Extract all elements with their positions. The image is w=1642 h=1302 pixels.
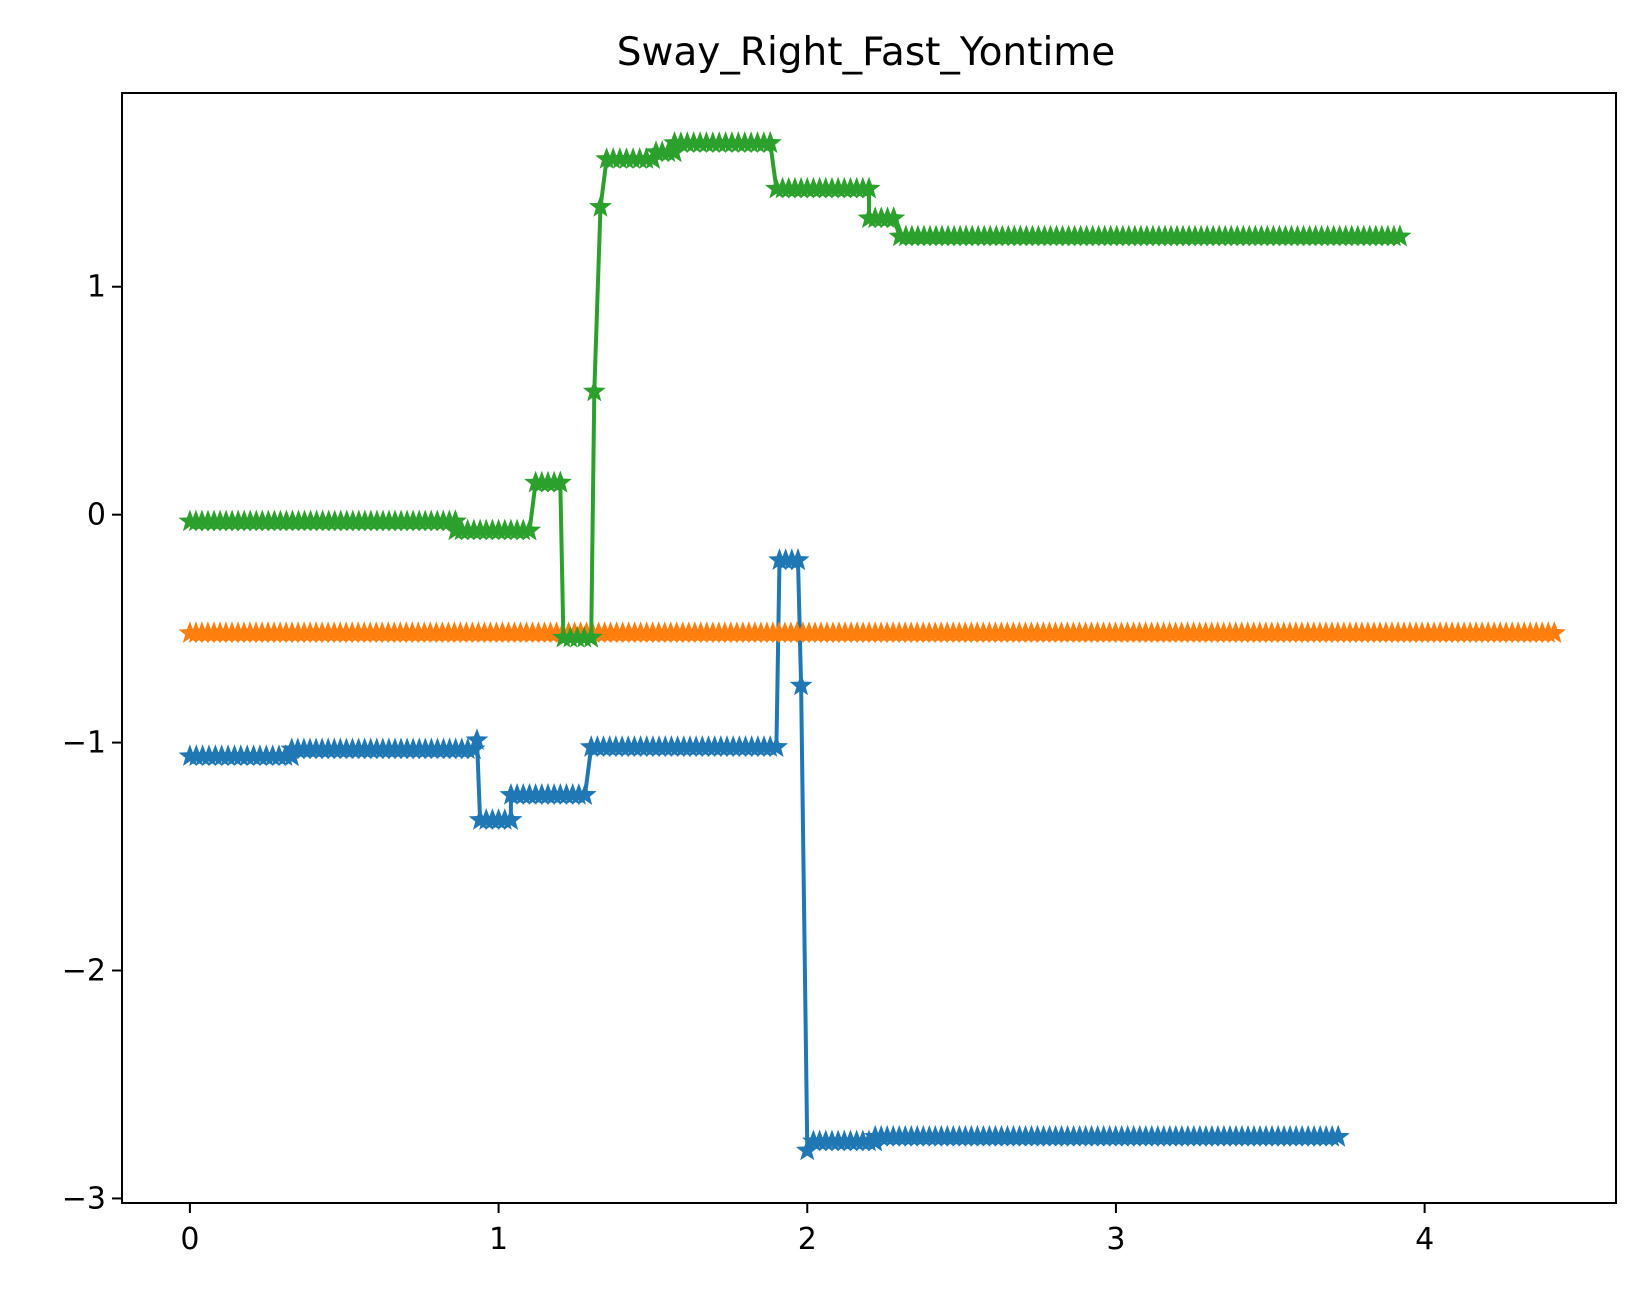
data-point [882,206,906,229]
plot-frame [121,92,1617,1204]
data-point [582,379,606,402]
y-tick-label: −3 [62,1181,106,1216]
x-tick-label: 0 [180,1222,199,1257]
data-point [589,195,612,217]
series-1 [178,548,1350,1161]
data-point [786,548,810,570]
y-tick-label: −1 [62,726,106,761]
data-point [1542,621,1566,643]
series-layer [178,131,1566,1161]
y-axis: −3 −2 −1 0 1 [62,270,122,1216]
series-markers [178,548,1350,1161]
y-tick-label: 0 [87,498,106,533]
chart-title: Sway_Right_Fast_Yontime [617,30,1116,75]
data-point [280,744,304,766]
x-axis: 0 1 2 3 4 [180,1203,1434,1257]
data-point [548,470,572,493]
data-point [789,673,813,696]
data-point [518,518,541,541]
y-tick-label: 1 [87,270,106,305]
data-point [1326,1124,1350,1147]
series-markers [178,131,1412,648]
x-tick-label: 2 [798,1222,817,1257]
x-tick-label: 1 [489,1222,508,1257]
series-2 [178,621,1566,643]
data-point [499,808,523,830]
data-point [465,728,489,750]
series-3 [178,131,1412,648]
series-line [189,558,1339,1153]
y-tick-label: −2 [62,954,106,989]
x-tick-label: 4 [1415,1222,1434,1257]
data-point [1388,224,1412,247]
x-tick-label: 3 [1106,1222,1125,1257]
data-point [573,783,597,805]
data-point [857,176,881,199]
data-point [765,735,788,757]
data-point [579,625,603,648]
series-markers [178,621,1566,643]
data-point [758,131,782,153]
data-point [462,737,486,760]
